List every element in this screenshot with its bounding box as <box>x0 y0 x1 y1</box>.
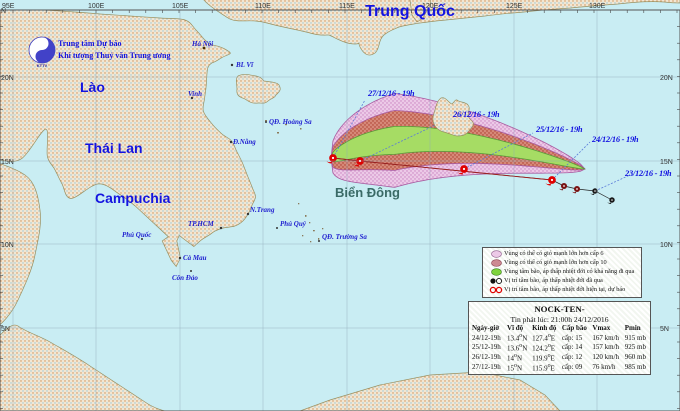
svg-text:5N: 5N <box>660 326 669 333</box>
svg-text:Trung tâm Dự báo: Trung tâm Dự báo <box>58 39 122 48</box>
svg-text:115E: 115E <box>339 3 355 10</box>
svg-text:Côn Đảo: Côn Đảo <box>172 274 198 282</box>
svg-text:105E: 105E <box>172 3 189 10</box>
svg-text:15N: 15N <box>1 159 14 166</box>
svg-text:15N: 15N <box>660 159 673 166</box>
svg-text:20N: 20N <box>660 75 673 82</box>
svg-text:Phú Quốc: Phú Quốc <box>122 231 151 239</box>
svg-text:Campuchia: Campuchia <box>95 190 171 206</box>
svg-text:Vinh: Vinh <box>188 90 202 98</box>
svg-text:Đ.Nẵng: Đ.Nẵng <box>232 138 256 146</box>
svg-text:100E: 100E <box>88 3 105 10</box>
svg-text:26/12/16 - 19h: 26/12/16 - 19h <box>452 109 500 119</box>
svg-text:25/12/16 - 19h: 25/12/16 - 19h <box>535 124 583 134</box>
svg-text:Biển Đông: Biển Đông <box>335 185 400 200</box>
svg-text:23/12/16 - 19h: 23/12/16 - 19h <box>624 168 672 178</box>
svg-text:N: N <box>1 8 6 15</box>
svg-text:10N: 10N <box>1 242 14 249</box>
svg-text:5N: 5N <box>1 326 10 333</box>
svg-text:QĐ. Hoàng Sa: QĐ. Hoàng Sa <box>269 118 312 126</box>
svg-text:BL Vĩ: BL Vĩ <box>235 61 254 69</box>
svg-text:Phú Quý: Phú Quý <box>280 220 307 228</box>
svg-text:Khí tượng Thuỷ văn Trung ương: Khí tượng Thuỷ văn Trung ương <box>58 51 171 60</box>
svg-text:27/12/16 - 19h: 27/12/16 - 19h <box>367 88 415 98</box>
svg-text:N.Trang: N.Trang <box>249 206 275 214</box>
svg-text:Cà Mau: Cà Mau <box>183 254 207 262</box>
svg-text:Thái Lan: Thái Lan <box>85 140 143 156</box>
svg-text:24/12/16 - 19h: 24/12/16 - 19h <box>591 134 639 144</box>
svg-text:20N: 20N <box>1 75 14 82</box>
svg-text:10N: 10N <box>660 242 673 249</box>
svg-text:TP.HCM: TP.HCM <box>188 220 215 228</box>
svg-text:QĐ. Trường Sa: QĐ. Trường Sa <box>322 233 367 241</box>
svg-text:125E: 125E <box>506 3 523 10</box>
svg-text:Lào: Lào <box>80 79 105 95</box>
svg-text:Hà Nội: Hà Nội <box>191 40 213 48</box>
svg-text:KTTV: KTTV <box>37 63 48 68</box>
svg-text:Trung Quốc: Trung Quốc <box>365 3 455 20</box>
svg-text:110E: 110E <box>255 3 271 10</box>
svg-text:130E: 130E <box>589 3 606 10</box>
